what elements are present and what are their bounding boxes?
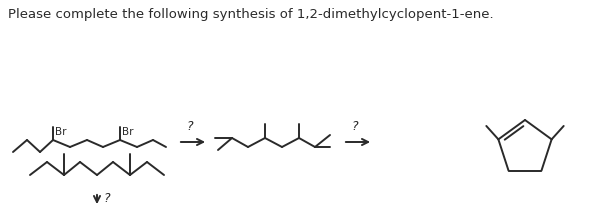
Text: Please complete the following synthesis of 1,2-dimethylcyclopent-1-ene.: Please complete the following synthesis …: [8, 8, 493, 21]
Text: ?: ?: [352, 120, 358, 133]
Text: Br: Br: [122, 127, 134, 137]
Text: Br: Br: [55, 127, 66, 137]
Text: ?: ?: [103, 192, 110, 205]
Text: ?: ?: [187, 120, 193, 133]
